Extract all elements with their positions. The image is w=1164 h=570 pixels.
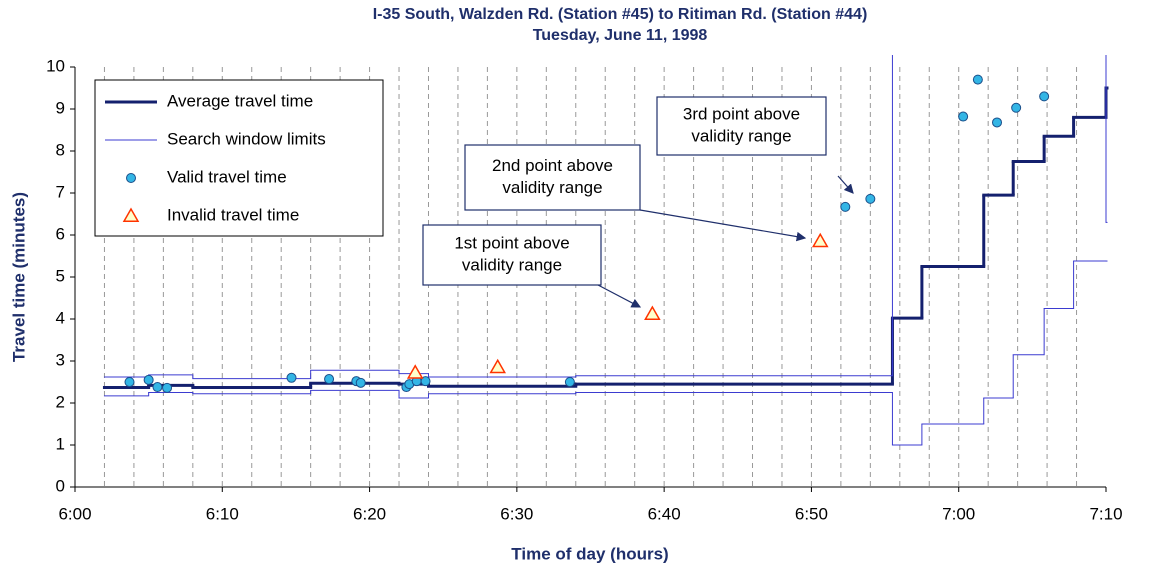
chart-title: I-35 South, Walzden Rd. (Station #45) to… [373,6,868,23]
valid-point [143,374,154,385]
valid-point [324,374,335,385]
axes: 0 1 2 3 4 5 6 7 8 9 10 6:00 6:10 6:20 6:30 6:40 6:50 7:00… [46,56,1122,523]
annotation-arrow [597,284,642,308]
valid-point [865,193,876,204]
valid-point [958,111,969,122]
annotation-box [422,224,602,286]
chart-subtitle: Tuesday, June 11, 1998 [533,27,708,44]
valid-point [420,376,431,387]
y-tick-label: 5 [56,266,65,285]
x-tick-label: 6:10 [206,504,239,523]
x-tick-label: 6:20 [353,504,386,523]
legend-label: Average travel time [167,91,313,110]
x-tick-label: 6:30 [500,504,533,523]
invalid-point [406,364,424,379]
valid-point [840,201,851,212]
valid-point [286,372,297,383]
invalid-point [489,358,507,374]
y-axis-label: Travel time (minutes) [9,192,28,362]
annotation-text: 2nd point above [492,156,613,175]
invalid-point [644,305,661,320]
annotation-text: validity range [691,126,791,145]
valid-point [162,382,173,393]
y-tick-label: 0 [56,476,65,495]
y-tick-label: 6 [56,224,65,243]
y-tick-label: 3 [56,350,65,369]
invalid-point [811,232,829,248]
valid-point [1011,102,1022,113]
y-tick-label: 1 [56,434,65,453]
x-axis-label: Time of day (hours) [511,544,668,563]
legend-marker [126,173,136,183]
y-tick-label: 7 [56,182,65,201]
x-tick-label: 6:40 [648,504,681,523]
annotation-text: validity range [462,255,562,274]
valid-point [564,377,575,387]
valid-point [972,74,983,85]
y-tick-label: 9 [56,98,65,117]
legend-box [94,79,384,237]
x-tick-label: 7:00 [942,504,975,523]
annotation-box [656,96,827,156]
x-tick-label: 6:00 [58,504,91,523]
valid-point [355,377,366,388]
x-tick-label: 7:10 [1089,504,1122,523]
valid-point [992,117,1003,128]
annotation-arrow [639,209,807,242]
legend: Average travel time Search window limits V… [94,79,384,237]
legend-label: Invalid travel time [167,205,299,224]
valid-point [124,377,135,387]
y-tick-label: 4 [56,308,65,327]
annotation-arrow [837,175,854,194]
annotation-box [464,144,641,211]
plot-area [102,55,1109,446]
valid-point [152,382,163,393]
annotation-text: validity range [502,178,602,197]
legend-label: Search window limits [167,129,326,148]
legend-label: Valid travel time [167,167,287,186]
annotation-text: 1st point above [454,233,569,252]
valid-point [1039,91,1050,102]
y-tick-label: 8 [56,140,65,159]
legend-marker [122,207,140,222]
annotations: 1st point above validity range 2nd point a… [422,96,854,308]
y-tick-label: 2 [56,392,65,411]
annotation-text: 3rd point above [683,104,800,123]
x-tick-label: 6:50 [795,504,828,523]
y-tick-label: 10 [46,56,65,75]
